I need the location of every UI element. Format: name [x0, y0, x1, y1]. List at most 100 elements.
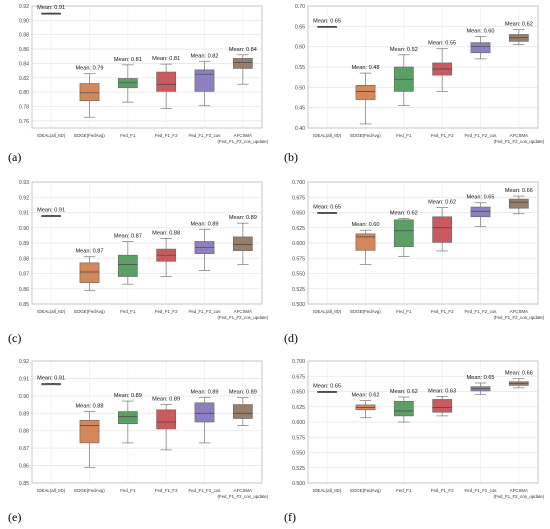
x-tick-label: (Fed_F1_F2_cos_update) — [493, 139, 544, 144]
x-tick-label: Fed_F1_F2_cos — [189, 133, 222, 138]
x-tick-label: EDGE(FedAvg) — [74, 488, 105, 493]
boxplot-panel-a: 0.76 0.78 0.80 0.82 0.84 0.86 0.88 0.90 0.92 Mean… — [0, 0, 270, 150]
box — [117, 254, 138, 277]
mean-label: Mean: 0.88 — [152, 230, 180, 236]
boxplot-e-svg: 0.85 0.86 0.87 0.88 0.89 0.90 0.91 0.92 Mean: 0.… — [19, 359, 269, 499]
mean-label: Mean: 0.81 — [114, 57, 142, 63]
mean-label: Mean: 0.91 — [37, 5, 65, 11]
x-tick-label: EDGE(FedAvg) — [74, 133, 105, 138]
x-tick-label: EDGE(FedAvg) — [350, 488, 381, 493]
x-tick-label: Fed_F1_F2 — [155, 488, 178, 493]
y-tick-label: 0.70 — [295, 4, 305, 10]
mean-label: Mean: 0.87 — [114, 233, 142, 239]
x-tick-label: Fed_F1 — [396, 133, 412, 138]
plot-frame — [307, 360, 539, 484]
x-tick-label: (Fed_F1_F2_cos_update) — [493, 494, 544, 499]
y-tick-label: 0.89 — [19, 411, 29, 417]
y-tick-label: 0.550 — [292, 272, 305, 278]
y-tick-label: 0.625 — [292, 405, 305, 411]
plot-frame — [31, 5, 263, 129]
x-tick-label: Fed_F1 — [120, 309, 136, 314]
box — [117, 411, 138, 425]
mean-label: Mean: 0.60 — [467, 29, 495, 35]
x-tick-label: IDEAL(all_IID) — [313, 133, 342, 138]
y-tick-label: 0.92 — [19, 359, 29, 365]
y-tick-label: 0.575 — [292, 256, 305, 262]
mean-label: Mean: 0.91 — [37, 208, 65, 214]
y-tick-label: 0.50 — [295, 85, 305, 91]
x-tick-label: AFCSMA — [234, 133, 252, 138]
x-tick-label: IDEAL(all_IID) — [37, 488, 66, 493]
x-tick-label: Fed_F1_F2 — [431, 133, 454, 138]
plot-frame — [307, 5, 539, 129]
x-tick-label: Fed_F1 — [120, 133, 136, 138]
boxplot-panel-b: 0.40 0.45 0.50 0.55 0.60 0.65 0.70 Mean: 0.65 ID… — [276, 0, 546, 150]
x-tick-label: AFCSMA — [234, 309, 252, 314]
box — [470, 42, 491, 54]
box — [470, 206, 491, 218]
mean-label: Mean: 0.65 — [313, 18, 341, 24]
x-tick-label: Fed_F1_F2_cos — [465, 133, 498, 138]
y-tick-label: 0.86 — [19, 464, 29, 470]
boxplot-panel-c: 0.85 0.86 0.87 0.88 0.89 0.90 0.91 0.92 0.93 Mean… — [0, 176, 270, 326]
mean-label: Mean: 0.65 — [467, 375, 495, 381]
boxplot-a-svg: 0.76 0.78 0.80 0.82 0.84 0.86 0.88 0.90 0.92 Mean… — [19, 4, 269, 144]
mean-label: Mean: 0.66 — [505, 371, 533, 377]
x-tick-label: EDGE(FedAvg) — [74, 309, 105, 314]
y-tick-label: 0.55 — [295, 65, 305, 71]
y-tick-label: 0.600 — [292, 420, 305, 426]
mean-label: Mean: 0.84 — [229, 47, 257, 53]
box — [156, 409, 177, 430]
y-tick-label: 0.91 — [19, 211, 29, 217]
y-tick-label: 0.65 — [295, 24, 305, 30]
x-tick-label: AFCSMA — [510, 488, 528, 493]
y-tick-label: 0.88 — [19, 256, 29, 262]
box — [508, 198, 529, 209]
mean-label: Mean: 0.79 — [76, 65, 104, 71]
y-tick-label: 0.90 — [19, 226, 29, 232]
x-tick-label: IDEAL(all_IID) — [37, 309, 66, 314]
y-tick-label: 0.525 — [292, 466, 305, 472]
box — [232, 236, 253, 251]
box — [355, 85, 376, 100]
y-tick-label: 0.87 — [19, 446, 29, 452]
mean-label: Mean: 0.62 — [428, 200, 456, 206]
y-tick-label: 0.675 — [292, 374, 305, 380]
mean-label: Mean: 0.65 — [313, 205, 341, 211]
y-tick-label: 0.600 — [292, 241, 305, 247]
x-tick-label: Fed_F1_F2 — [431, 309, 454, 314]
x-tick-label: EDGE(FedAvg) — [350, 309, 381, 314]
x-tick-label: IDEAL(all_IID) — [313, 488, 342, 493]
y-tick-label: 0.88 — [19, 33, 29, 39]
box — [194, 69, 215, 92]
boxplot-panel-f: 0.500 0.525 0.550 0.575 0.600 0.625 0.650 0.675… — [276, 355, 546, 505]
y-tick-label: 0.700 — [292, 180, 305, 186]
x-tick-label: Fed_F1 — [396, 309, 412, 314]
x-tick-label: (Fed_F1_F2_cos_update) — [493, 315, 544, 320]
mean-label: Mean: 0.82 — [191, 53, 219, 59]
box — [194, 402, 215, 423]
boxplot-panel-d: 0.500 0.525 0.550 0.575 0.600 0.625 0.650 0.675… — [276, 176, 546, 326]
y-tick-label: 0.82 — [19, 76, 29, 82]
x-tick-label: (Fed_F1_F2_cos_update) — [217, 315, 268, 320]
x-tick-label: Fed_F1 — [120, 488, 136, 493]
mean-label: Mean: 0.62 — [505, 22, 533, 28]
boxplot-b-svg: 0.40 0.45 0.50 0.55 0.60 0.65 0.70 Mean: 0.65 ID… — [295, 4, 545, 144]
mean-label: Mean: 0.65 — [313, 384, 341, 390]
mean-label: Mean: 0.89 — [152, 397, 180, 403]
y-tick-label: 0.575 — [292, 435, 305, 441]
x-tick-label: (Fed_F1_F2_cos_update) — [217, 139, 268, 144]
box — [393, 219, 414, 247]
y-tick-label: 0.89 — [19, 241, 29, 247]
boxplot-f-svg: 0.500 0.525 0.550 0.575 0.600 0.625 0.650 0.675… — [292, 359, 545, 499]
mean-label: Mean: 0.48 — [352, 65, 380, 71]
x-tick-label: AFCSMA — [234, 488, 252, 493]
panel-label-b: (b) — [284, 150, 298, 164]
mean-label: Mean: 0.81 — [152, 56, 180, 62]
boxplot-c-svg: 0.85 0.86 0.87 0.88 0.89 0.90 0.91 0.92 0.93 Mean… — [19, 180, 269, 320]
x-tick-label: (Fed_F1_F2_cos_update) — [217, 494, 268, 499]
x-tick-label: IDEAL(all_IID) — [37, 133, 66, 138]
box — [432, 216, 453, 243]
y-tick-label: 0.88 — [19, 429, 29, 435]
mean-label: Mean: 0.55 — [428, 41, 456, 47]
